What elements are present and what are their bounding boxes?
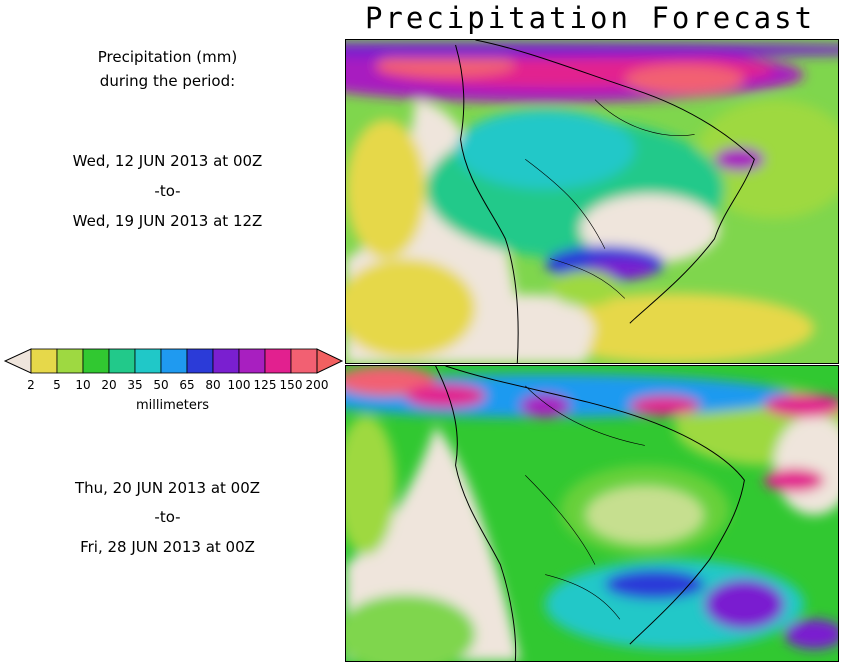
map-panel-period2 [345,365,839,662]
colorbar-cell [30,348,58,374]
colorbar-cell [108,348,136,374]
colorbar-tick-label: 65 [179,378,195,392]
colorbar-high-arrow [316,348,344,374]
colorbar-tick-label: 10 [75,378,91,392]
colorbar-tick-label: 2 [27,378,35,392]
colorbar-low-arrow [3,348,32,374]
colorbar-tick-label: 5 [53,378,61,392]
period2-end: Fri, 28 JUN 2013 at 00Z [80,538,255,556]
page-title: Precipitation Forecast [364,1,816,35]
colorbar-tick-label: 50 [153,378,169,392]
legend-heading-line2: during the period: [99,72,236,90]
colorbar-cell [186,348,214,374]
colorbar-units: millimeters [136,398,209,413]
legend-heading-line1: Precipitation (mm) [97,48,238,66]
period1-start: Wed, 12 JUN 2013 at 00Z [72,152,263,170]
colorbar-tick-labels: 2 5 10 20 35 50 65 80 100 125 150 200 [0,378,345,394]
colorbar [3,348,344,374]
colorbar-tick-label: 80 [205,378,221,392]
period2-separator: -to- [154,508,181,526]
colorbar-cell [134,348,162,374]
colorbar-cell [238,348,266,374]
colorbar-cell [290,348,318,374]
colorbar-tick-label: 100 [227,378,251,392]
colorbar-cell [160,348,188,374]
colorbar-cell [56,348,84,374]
colorbar-cell [82,348,110,374]
colorbar-cell [264,348,292,374]
colorbar-tick-label: 20 [101,378,117,392]
colorbar-cell [212,348,240,374]
period2-start: Thu, 20 JUN 2013 at 00Z [74,479,261,497]
map-panel-period1 [345,39,839,364]
period1-separator: -to- [154,182,181,200]
colorbar-tick-label: 125 [253,378,277,392]
colorbar-tick-label: 35 [127,378,143,392]
colorbar-tick-label: 200 [305,378,329,392]
period1-end: Wed, 19 JUN 2013 at 12Z [72,212,263,230]
colorbar-tick-label: 150 [279,378,303,392]
